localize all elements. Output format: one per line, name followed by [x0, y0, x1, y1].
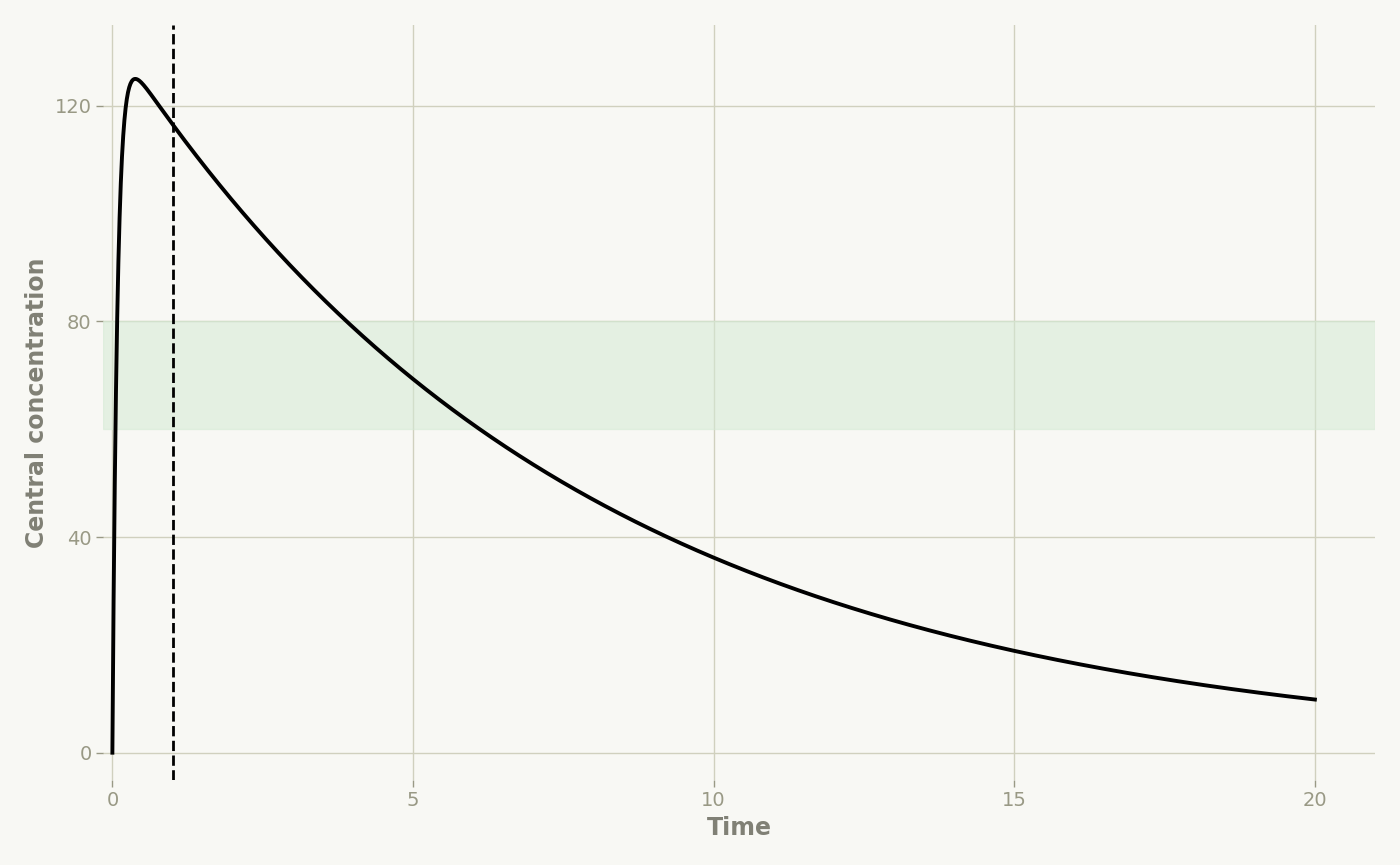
- Bar: [104, 322, 1375, 429]
- Y-axis label: Central concentration: Central concentration: [25, 257, 49, 548]
- X-axis label: Time: Time: [707, 816, 771, 840]
